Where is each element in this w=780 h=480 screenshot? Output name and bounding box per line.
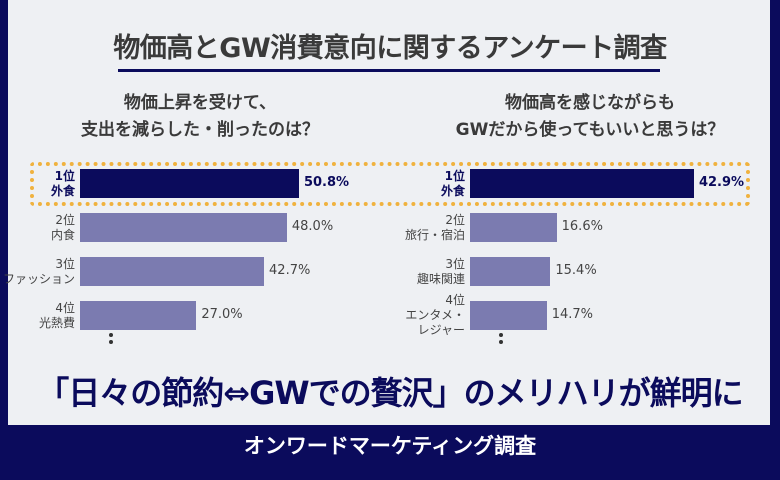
category-label: 3位 趣味関連	[375, 257, 465, 287]
chart-left-title-line: 物価上昇を受けて、	[123, 93, 277, 113]
bar	[470, 213, 557, 242]
footer-source: オンワードマーケティング調査	[243, 434, 537, 458]
category-label: 4位 エンタメ・ レジャー	[375, 293, 465, 338]
bar	[80, 301, 197, 330]
category-label-line: 3位	[55, 256, 75, 271]
headline: 「日々の節約⇔GWでの贅沢」のメリハリが鮮明に	[37, 374, 743, 412]
category-label-line: 1位	[54, 168, 75, 183]
category-label-line: ファッション	[2, 271, 75, 286]
more-items-ellipsis-icon	[499, 333, 503, 347]
value-label: 48.0%	[291, 219, 334, 234]
category-label-line: 1位	[444, 168, 465, 183]
value-label: 14.7%	[551, 307, 594, 322]
top-rank-highlight	[30, 162, 750, 206]
category-label: 4位 光熱費	[0, 301, 75, 331]
page-title: 物価高とGW消費意向に関するアンケート調査	[113, 33, 667, 64]
category-label: 3位 ファッション	[0, 257, 75, 287]
category-label-line: 4位	[445, 293, 465, 307]
category-label-line: 外食	[440, 183, 465, 198]
bar	[470, 169, 694, 198]
category-label: 2位 内食	[0, 213, 75, 243]
category-label-line: 旅行・宿泊	[404, 227, 465, 242]
category-label-line: 光熱費	[38, 315, 75, 330]
category-label-line: 内食	[50, 227, 75, 242]
chart-right-title-line: 物価高を感じながらも	[505, 93, 675, 113]
bar	[80, 169, 299, 198]
category-label-line: エンタメ・	[405, 308, 465, 322]
value-label: 42.7%	[269, 263, 311, 278]
value-label: 42.9%	[698, 175, 745, 190]
chart-right-title: 物価高を感じながらも GWだから使ってもいいと思うは？	[410, 90, 770, 144]
category-label-line: 4位	[55, 300, 75, 315]
value-label: 50.8%	[303, 175, 350, 190]
bar	[470, 257, 551, 286]
category-label: 2位 旅行・宿泊	[375, 213, 465, 243]
title-underline	[118, 69, 660, 72]
value-label: 27.0%	[201, 307, 243, 322]
category-label: 1位 外食	[0, 169, 75, 199]
chart-left-title: 物価上昇を受けて、 支出を減らした・削ったのは？	[20, 90, 380, 144]
bar	[80, 257, 265, 286]
more-items-ellipsis-icon	[109, 333, 113, 347]
chart-right-title-line: GWだから使ってもいいと思うは？	[455, 120, 725, 140]
category-label-line: 3位	[445, 256, 465, 271]
value-label: 15.4%	[555, 263, 597, 278]
category-label: 1位 外食	[375, 169, 465, 199]
bar	[80, 213, 287, 242]
category-label-line: レジャー	[417, 323, 465, 337]
category-label-line: 2位	[55, 212, 75, 227]
category-label-line: 外食	[50, 183, 75, 198]
value-label: 16.6%	[561, 219, 603, 234]
category-label-line: 2位	[445, 212, 465, 227]
chart-left-title-line: 支出を減らした・削ったのは？	[81, 120, 319, 140]
category-label-line: 趣味関連	[416, 271, 465, 286]
bar	[470, 301, 547, 330]
